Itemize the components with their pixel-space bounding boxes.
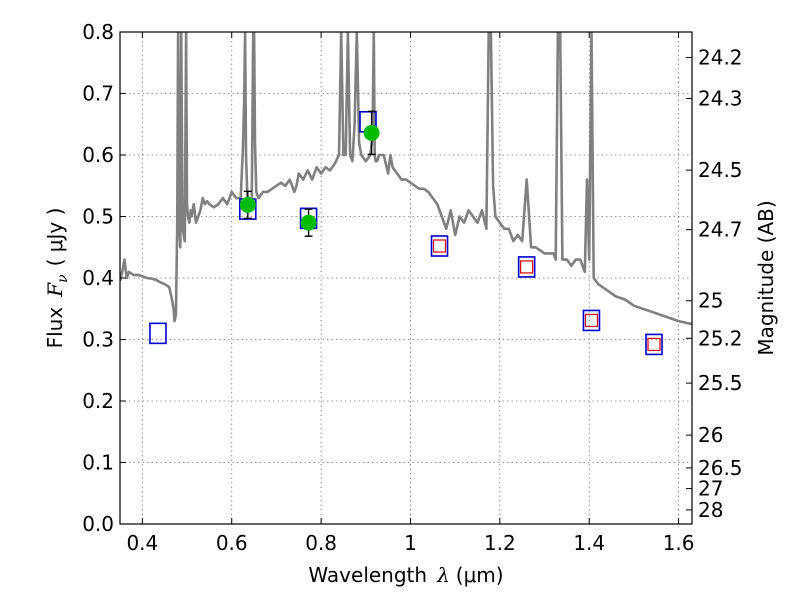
y-tick-label: 0.1 <box>82 451 114 475</box>
model-flux-box <box>149 322 167 345</box>
y-tick-label: 0.7 <box>82 82 114 106</box>
model-flux-inner-square <box>432 239 447 253</box>
y-tick-label: 0.0 <box>82 512 114 536</box>
mag-tick-label: 24.5 <box>698 158 743 182</box>
mag-tick-label: 24.3 <box>698 87 743 111</box>
mag-tick-label: 25.2 <box>698 326 743 350</box>
x-tick-label: 0.8 <box>305 531 337 555</box>
mag-tick-label: 24.7 <box>698 218 743 242</box>
model-flux-inner-square <box>584 313 599 328</box>
spectrum-line <box>120 32 692 326</box>
y-tick-label: 0.2 <box>82 389 114 413</box>
mag-tick-label: 25 <box>698 289 723 313</box>
mag-tick-label: 25.5 <box>698 371 743 395</box>
y-tick-label: 0.6 <box>82 143 114 167</box>
secondary-y-axis-label: Magnitude (AB) <box>754 200 778 355</box>
mag-tick-label: 27 <box>698 477 723 501</box>
plot-content <box>120 32 692 356</box>
y-tick-label: 0.4 <box>82 266 114 290</box>
x-tick-label: 1.2 <box>484 531 516 555</box>
ticks: 0.4 0.6 0.8 1 1.2 1.4 1.6 0.0 0.1 0.2 0.3 0.4 0.5 0.6… <box>82 20 742 555</box>
model-flux-inner-square <box>647 337 661 352</box>
x-tick-label: 1.6 <box>663 531 695 555</box>
y-tick-label: 0.3 <box>82 328 114 352</box>
mag-tick-label: 28 <box>698 498 723 522</box>
x-tick-label: 0.6 <box>216 531 248 555</box>
model-flux-box <box>517 256 536 278</box>
x-axis-label: Wavelength λ (μm) <box>308 563 503 587</box>
x-tick-label: 1 <box>404 531 417 555</box>
observed-flux-point <box>239 196 256 213</box>
y-tick-label: 0.5 <box>82 205 114 229</box>
mag-tick-label: 26 <box>698 423 723 447</box>
y-axis-label: FluxFν( μJy ) <box>43 208 71 349</box>
model-flux-box <box>430 235 449 257</box>
model-flux-inner-square <box>520 260 534 274</box>
model-flux-box <box>582 309 601 332</box>
observed-flux-point <box>300 214 317 231</box>
y-tick-label: 0.8 <box>82 20 114 44</box>
mag-tick-label: 26.5 <box>698 456 743 480</box>
mag-tick-label: 24.2 <box>698 45 743 69</box>
model-flux-box <box>645 333 663 356</box>
x-tick-label: 0.4 <box>126 531 158 555</box>
grid <box>120 31 692 525</box>
x-tick-label: 1.4 <box>573 531 605 555</box>
observed-flux-point <box>363 124 380 141</box>
